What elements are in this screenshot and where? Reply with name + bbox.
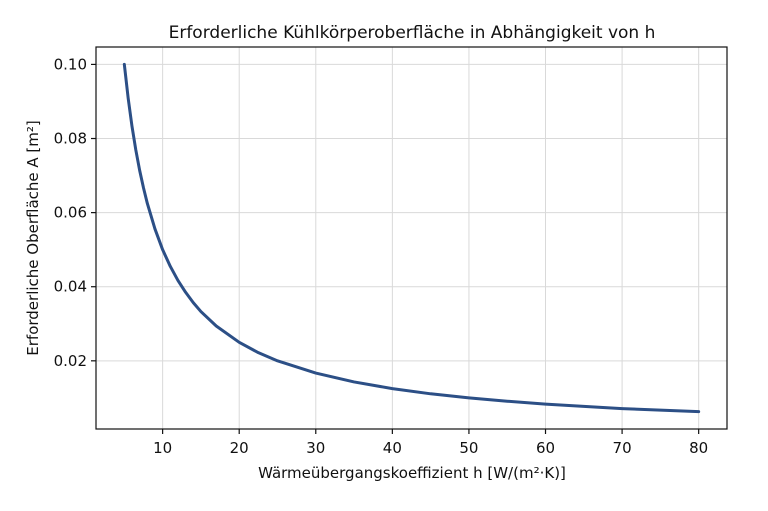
x-tick-label: 70 [613, 439, 632, 457]
x-tick-label: 10 [153, 439, 172, 457]
y-tick-label: 0.10 [54, 55, 87, 73]
chart-title: Erforderliche Kühlkörperoberfläche in Ab… [169, 23, 656, 43]
grid [96, 47, 727, 429]
x-tick-label: 40 [383, 439, 402, 457]
x-axis-label: Wärmeübergangskoeffizient h [W/(m²·K)] [258, 464, 566, 482]
y-tick-label: 0.08 [54, 130, 87, 148]
y-tick-label: 0.06 [54, 204, 87, 222]
x-tick-label: 30 [306, 439, 325, 457]
y-tick-label: 0.02 [54, 352, 87, 370]
x-tick-label: 60 [536, 439, 555, 457]
series-line-0 [122, 62, 701, 414]
y-axis-label: Erforderliche Oberfläche A [m²] [24, 120, 42, 355]
x-axis: 10 20 30 40 50 60 70 80 [153, 429, 708, 457]
y-axis: 0.02 0.04 0.06 0.08 0.10 [54, 55, 96, 370]
x-tick-label: 80 [689, 439, 708, 457]
plot-frame [95, 46, 728, 430]
y-tick-label: 0.04 [54, 278, 87, 296]
x-tick-label: 20 [230, 439, 249, 457]
series-group [122, 62, 701, 414]
x-tick-label: 50 [459, 439, 478, 457]
